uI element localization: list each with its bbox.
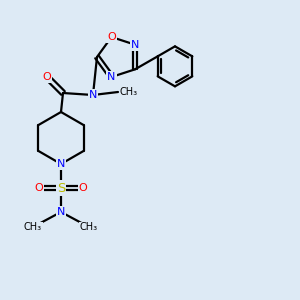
Text: O: O xyxy=(43,72,51,82)
Text: O: O xyxy=(107,32,116,42)
Text: N: N xyxy=(131,40,139,50)
Text: S: S xyxy=(57,182,65,194)
Text: CH₃: CH₃ xyxy=(120,87,138,97)
Text: CH₃: CH₃ xyxy=(80,222,98,232)
Text: O: O xyxy=(34,183,43,193)
Text: O: O xyxy=(79,183,87,193)
Text: N: N xyxy=(57,207,65,217)
Text: CH₃: CH₃ xyxy=(24,222,42,232)
Text: N: N xyxy=(107,72,116,82)
Text: N: N xyxy=(89,90,97,100)
Text: N: N xyxy=(57,159,65,169)
